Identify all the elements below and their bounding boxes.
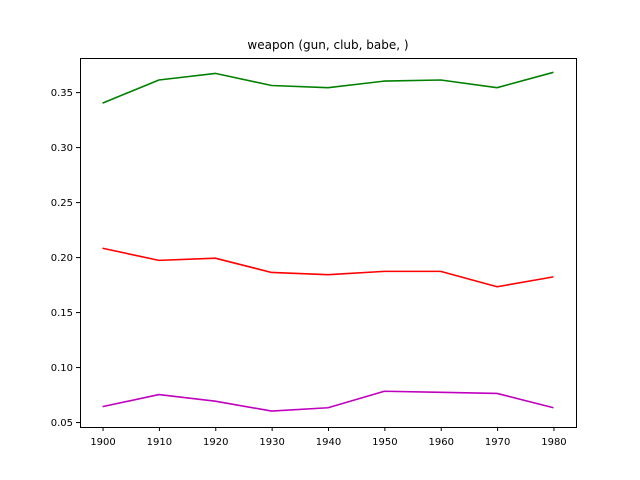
y-tick-label: 0.15 [51, 308, 73, 319]
x-tick-label: 1950 [372, 437, 397, 448]
series-line-3 [102, 390, 554, 412]
y-tick-label: 0.35 [51, 88, 73, 99]
y-axis-ticks: 0.05 0.10 0.15 0.20 0.25 0.30 0.35 [51, 88, 80, 429]
x-tick-label: 1910 [147, 437, 172, 448]
x-tick-label: 1920 [203, 437, 228, 448]
x-tick-label: 1930 [259, 437, 284, 448]
x-tick-label: 1970 [485, 437, 510, 448]
x-tick-label: 1980 [541, 437, 566, 448]
y-tick-label: 0.25 [51, 198, 73, 209]
series-line-1 [102, 71, 554, 104]
y-tick-label: 0.10 [51, 363, 73, 374]
series-layer [102, 71, 554, 412]
y-tick-label: 0.20 [51, 253, 73, 264]
x-tick-label: 1940 [316, 437, 341, 448]
x-axis-ticks: 1900 1910 1920 1930 1940 1950 1960 1970 1980 [90, 427, 567, 448]
series-line-2 [102, 247, 554, 288]
chart-title: weapon (gun, club, babe, ) [247, 38, 408, 52]
x-tick-label: 1900 [90, 437, 115, 448]
y-tick-label: 0.05 [51, 418, 73, 429]
plot-frame [80, 58, 577, 428]
x-tick-label: 1960 [429, 437, 454, 448]
y-tick-label: 0.30 [51, 143, 73, 154]
